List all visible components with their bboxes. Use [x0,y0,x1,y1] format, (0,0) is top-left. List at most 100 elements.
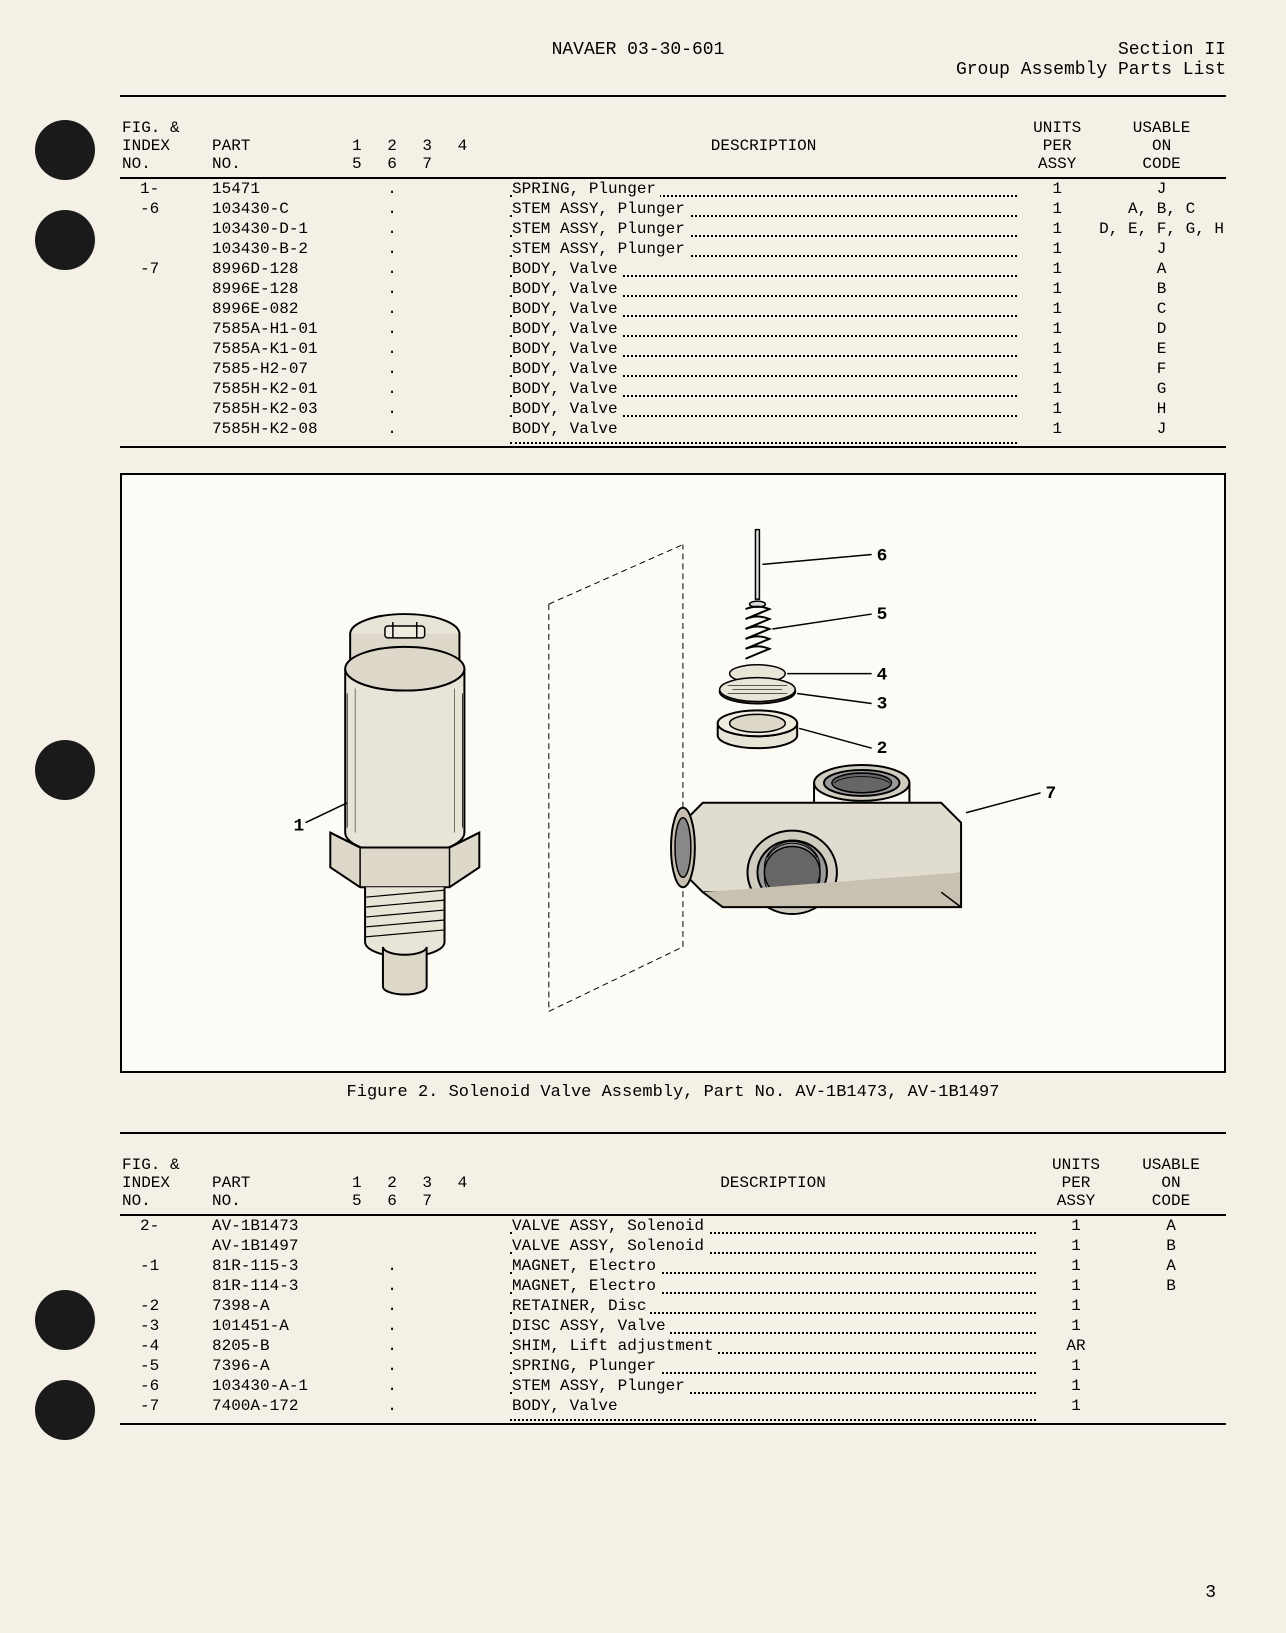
table-row: -78996D-128 .BODY, Valve1A [120,259,1226,279]
table-row: -48205-B .SHIM, Lift adjustmentAR [120,1336,1226,1356]
cell-part: 7585A-K1-01 [210,339,350,359]
punch-hole [35,740,95,800]
punch-hole [35,1380,95,1440]
cell-indent: . [350,199,510,219]
cell-description: STEM ASSY, Plunger [510,199,1017,219]
cell-units: 1 [1036,1236,1116,1256]
cell-part: 7585H-K2-08 [210,419,350,447]
cell-indent: . [350,419,510,447]
cell-code: A [1116,1215,1226,1236]
cell-indent: . [350,178,510,199]
cell-indent: . [350,299,510,319]
cell-index: -4 [120,1336,210,1356]
cell-part: 7585H-K2-01 [210,379,350,399]
callout-2: 2 [877,739,888,759]
header-part: PART NO. [210,96,350,178]
figure-2: 1 2 3 4 5 6 7 [120,473,1226,1073]
cell-description: BODY, Valve [510,419,1017,447]
cell-part: 7396-A [210,1356,350,1376]
doc-number: NAVAER 03-30-601 [320,40,956,60]
cell-description: STEM ASSY, Plunger [510,239,1017,259]
table-row: 8996E-128 .BODY, Valve1B [120,279,1226,299]
table-row: 7585A-K1-01 .BODY, Valve1E [120,339,1226,359]
header-part: PART NO. [210,1133,350,1215]
header-units: UNITS PER ASSY [1017,96,1097,178]
cell-index: 1- [120,178,210,199]
cell-part: 101451-A [210,1316,350,1336]
cell-description: BODY, Valve [510,319,1017,339]
cell-description: BODY, Valve [510,299,1017,319]
cell-indent: . [350,1316,510,1336]
cell-code: E [1097,339,1226,359]
cell-code [1116,1396,1226,1424]
cell-code: F [1097,359,1226,379]
cell-part: 7400A-172 [210,1396,350,1424]
cell-part: 103430-D-1 [210,219,350,239]
cell-units: 1 [1036,1296,1116,1316]
cell-code: A, B, C [1097,199,1226,219]
cell-units: 1 [1036,1396,1116,1424]
cell-description: BODY, Valve [510,1396,1036,1424]
cell-code: J [1097,239,1226,259]
cell-indent [350,1236,510,1256]
cell-part: 15471 [210,178,350,199]
callout-5: 5 [877,605,888,625]
cell-units: 1 [1017,339,1097,359]
callout-4: 4 [877,666,888,686]
cell-indent: . [350,399,510,419]
cell-index: -6 [120,1376,210,1396]
table-row: 8996E-082 .BODY, Valve1C [120,299,1226,319]
header-code: USABLE ON CODE [1116,1133,1226,1215]
cell-units: 1 [1017,178,1097,199]
cell-description: VALVE ASSY, Solenoid [510,1236,1036,1256]
cell-index [120,279,210,299]
cell-description: BODY, Valve [510,379,1017,399]
cell-code [1116,1296,1226,1316]
cell-index: -5 [120,1356,210,1376]
cell-index [120,419,210,447]
cell-description: SPRING, Plunger [510,1356,1036,1376]
table-row: 7585-H2-07 .BODY, Valve1F [120,359,1226,379]
cell-indent: . [350,1296,510,1316]
cell-code [1116,1376,1226,1396]
cell-code: H [1097,399,1226,419]
table-row: -6103430-A-1 .STEM ASSY, Plunger1 [120,1376,1226,1396]
cell-code: B [1097,279,1226,299]
section-label: Section II [956,40,1226,60]
cell-description: MAGNET, Electro [510,1276,1036,1296]
cell-units: 1 [1036,1376,1116,1396]
cell-indent [350,1215,510,1236]
cell-indent: . [350,339,510,359]
cell-units: 1 [1017,259,1097,279]
table-row: 7585H-K2-03 .BODY, Valve1H [120,399,1226,419]
cell-part: 103430-B-2 [210,239,350,259]
cell-part: 8205-B [210,1336,350,1356]
table-row: -27398-A .RETAINER, Disc1 [120,1296,1226,1316]
table-row: 103430-D-1 .STEM ASSY, Plunger1D, E, F, … [120,219,1226,239]
cell-index [120,1276,210,1296]
cell-description: MAGNET, Electro [510,1256,1036,1276]
cell-part: 8996D-128 [210,259,350,279]
cell-code [1116,1316,1226,1336]
cell-part: 8996E-082 [210,299,350,319]
page-number: 3 [1205,1583,1216,1603]
page-header: NAVAER 03-30-601 Section II Group Assemb… [120,40,1226,80]
cell-code [1116,1336,1226,1356]
cell-description: VALVE ASSY, Solenoid [510,1215,1036,1236]
cell-description: BODY, Valve [510,279,1017,299]
cell-indent: . [350,1396,510,1424]
cell-units: 1 [1017,319,1097,339]
cell-indent: . [350,1256,510,1276]
header-indent: 1 2 3 4 5 6 7 [350,96,510,178]
callout-7: 7 [1046,784,1057,804]
cell-description: BODY, Valve [510,399,1017,419]
cell-part: 103430-A-1 [210,1376,350,1396]
table-row: 7585H-K2-01 .BODY, Valve1G [120,379,1226,399]
cell-indent: . [350,239,510,259]
cell-description: SHIM, Lift adjustment [510,1336,1036,1356]
cell-code: D [1097,319,1226,339]
cell-part: 7398-A [210,1296,350,1316]
cell-indent: . [350,259,510,279]
cell-indent: . [350,1376,510,1396]
cell-units: 1 [1017,219,1097,239]
